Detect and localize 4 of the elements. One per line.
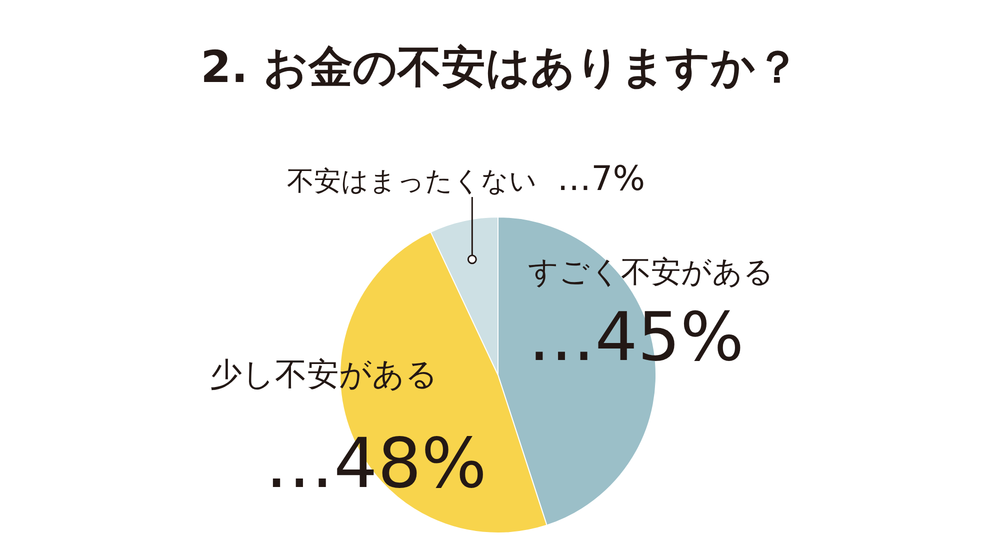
data-label: …7% (557, 159, 646, 199)
slice-label: 不安はまったくない (287, 166, 538, 197)
chart-title: 2. お金の不安はありますか？ (200, 42, 800, 93)
slice-label: すごく不安がある (528, 255, 774, 290)
